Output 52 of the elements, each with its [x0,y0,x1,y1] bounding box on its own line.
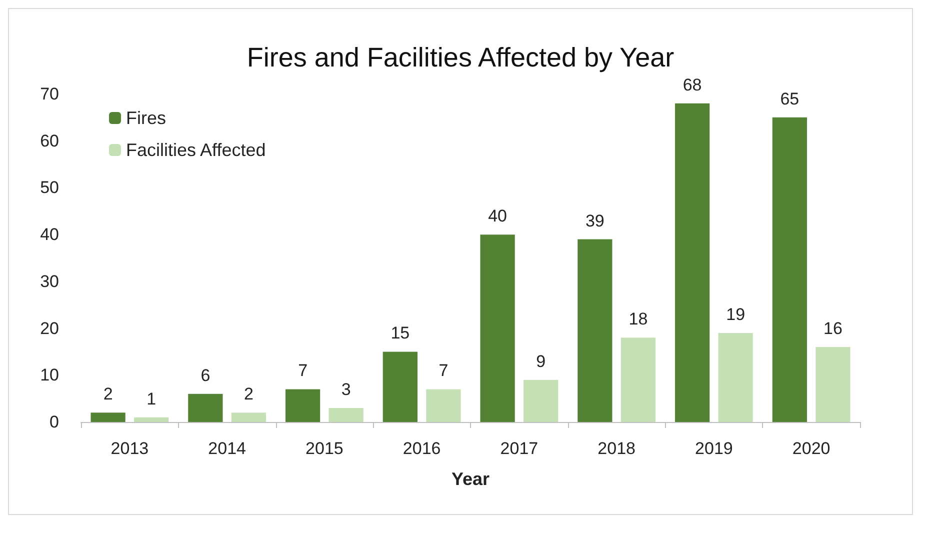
x-tick-label: 2013 [110,439,149,458]
data-label: 19 [726,304,746,324]
data-label: 6 [200,366,210,385]
bar [426,389,461,422]
bar [772,117,807,422]
chart-title: Fires and Facilities Affected by Year [246,42,674,72]
x-tick-label: 2015 [306,439,344,458]
bar [134,417,169,422]
bar [382,352,418,422]
y-tick-label: 10 [40,366,59,385]
x-tick-label: 2016 [402,439,441,458]
bar [718,332,753,422]
x-tick-label: 2020 [792,439,830,458]
data-label: 40 [488,206,508,226]
bar [328,408,364,422]
data-label: 2 [103,384,113,404]
y-tick-label: 0 [50,412,59,432]
data-label: 1 [146,389,156,408]
data-label: 16 [823,319,842,338]
x-tick-label: 2018 [598,439,636,458]
bar [524,380,558,422]
bar [620,338,656,422]
y-tick-label: 70 [40,84,59,104]
data-label: 68 [682,75,702,94]
x-tick-label: 2019 [695,439,733,458]
bar [231,412,266,422]
bar [578,239,612,422]
bar [480,234,515,422]
bar [188,394,223,422]
data-label: 3 [341,380,351,399]
data-label: 2 [244,384,254,404]
bar [674,103,710,422]
data-label: 65 [780,89,800,108]
data-label: 7 [298,361,308,380]
bar [90,412,126,422]
x-tick-label: 2014 [208,439,246,458]
data-label: 18 [628,310,648,329]
x-tick-label: 2017 [500,439,538,458]
bar [285,389,320,422]
data-label: 15 [390,324,410,343]
legend-label: Facilities Affected [126,140,266,160]
bar [816,347,850,422]
legend-label: Fires [126,108,166,128]
data-label: 39 [585,211,604,230]
y-tick-label: 40 [40,225,59,244]
data-label: 9 [536,352,546,371]
y-tick-label: 20 [40,318,59,338]
y-tick-label: 30 [40,272,59,291]
x-axis-title: Year [451,469,490,489]
data-label: 7 [438,361,448,380]
y-tick-label: 60 [40,131,59,150]
y-tick-label: 50 [40,178,59,198]
